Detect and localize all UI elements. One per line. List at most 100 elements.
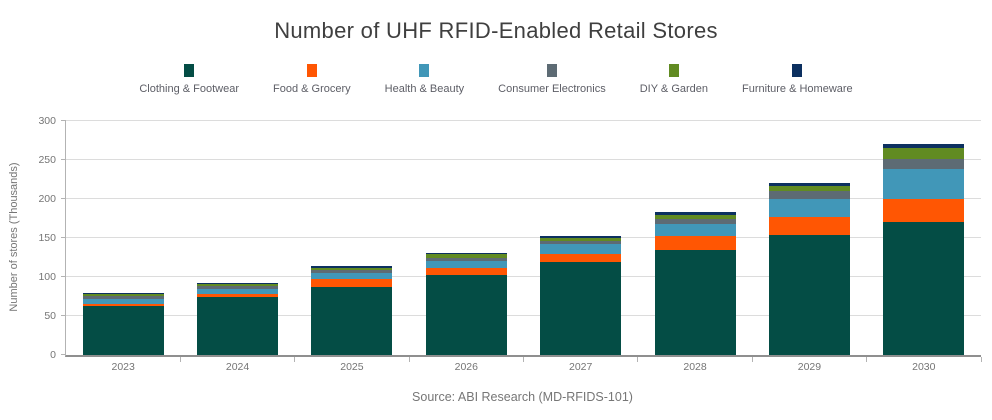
bar-segment[interactable] [883,199,965,223]
y-axis-label: 200 [38,193,56,205]
gridline [66,159,981,160]
bar-segment[interactable] [654,223,736,236]
x-axis-tick [523,357,524,362]
bar-segment[interactable] [768,234,850,355]
legend-swatch-icon [419,64,430,77]
bar-segment[interactable] [425,261,507,268]
bar-segment[interactable] [883,222,965,355]
legend-swatch-icon [792,64,803,77]
legend-swatch-icon [668,64,679,77]
bar-segment[interactable] [540,253,622,263]
bar-segment[interactable] [82,292,164,295]
source-note: Source: ABI Research (MD-RFIDS-101) [412,390,633,404]
legend-label: DIY & Garden [639,83,709,95]
x-axis-label: 2027 [569,361,593,373]
x-axis-tick [980,357,982,362]
bar-segment[interactable] [768,191,850,200]
bar-segment[interactable] [540,238,622,242]
legend-item[interactable]: Food & Grocery [273,64,351,95]
legend-swatch-icon [184,64,195,77]
y-axis-tick [61,315,66,316]
bar-segment[interactable] [768,185,850,192]
bar-segment[interactable] [82,295,164,299]
bar-segment[interactable] [540,236,622,239]
legend-item[interactable]: Health & Beauty [384,64,465,95]
bar-segment[interactable] [540,244,622,254]
y-axis-label: 100 [38,271,56,283]
bar-segment[interactable] [197,282,279,285]
bar-segment[interactable] [82,298,164,305]
stacked-bar-2023 [82,292,164,355]
bar-segment[interactable] [654,250,736,355]
y-axis-tick [61,198,66,199]
bar-segment[interactable] [425,254,507,259]
x-axis-label: 2026 [454,361,478,373]
bar-segment[interactable] [197,285,279,289]
y-axis-tick [61,159,66,160]
x-axis-label: 2028 [683,361,707,373]
legend-item[interactable]: Furniture & Homeware [742,64,853,95]
bar-segment[interactable] [654,214,736,220]
bar-segment[interactable] [311,279,393,288]
bar-segment[interactable] [540,241,622,245]
stacked-bar-2030 [883,144,965,355]
bar-segment[interactable] [768,216,850,235]
bar-segment[interactable] [883,147,965,160]
legend-item[interactable]: Clothing & Footwear [139,64,239,95]
bar-segment[interactable] [82,304,164,306]
x-axis-label: 2030 [912,361,936,373]
y-axis-label: 250 [38,154,56,166]
y-axis-label: 300 [38,115,56,127]
stacked-bar-2025 [311,266,393,355]
bar-segment[interactable] [197,296,279,355]
stacked-bar-2026 [425,252,507,355]
legend-label: Health & Beauty [384,83,465,95]
bar-segment[interactable] [654,219,736,224]
bar-segment[interactable] [82,305,164,355]
bar-segment[interactable] [768,183,850,186]
bar-segment[interactable] [883,169,965,200]
legend-label: Food & Grocery [273,83,351,95]
legend-item[interactable]: DIY & Garden [640,64,708,95]
bar-segment[interactable] [197,288,279,295]
bar-segment[interactable] [311,287,393,355]
bar-segment[interactable] [883,159,965,170]
x-axis-tick [408,357,410,362]
bar-segment[interactable] [768,199,850,217]
bar-segment[interactable] [311,270,393,274]
bar-segment[interactable] [425,258,507,262]
y-axis-label: 0 [50,349,56,361]
x-axis-label: 2025 [340,361,364,373]
bar-segment[interactable] [654,212,736,215]
legend-label: Consumer Electronics [498,83,606,95]
x-axis-tick [179,357,181,362]
bar-segment[interactable] [425,252,507,255]
bar-segment[interactable] [82,294,164,296]
legend: Clothing & Footwear Food & Grocery Health … [0,64,992,95]
bar-segment[interactable] [540,262,622,355]
y-axis-tick [61,276,66,277]
y-axis-label: 150 [38,232,56,244]
bar-segment[interactable] [883,144,965,148]
legend-swatch-icon [546,64,557,77]
gridline [66,120,981,121]
bar-segment[interactable] [197,284,279,286]
chart-title: Number of UHF RFID-Enabled Retail Stores [274,18,718,43]
stacked-bar-2029 [768,183,850,355]
bar-segment[interactable] [654,235,736,251]
legend-label: Furniture & Homeware [742,83,853,95]
x-axis-tick [294,357,296,362]
bar-segment[interactable] [425,267,507,276]
bar-segment[interactable] [311,267,393,270]
x-axis-tick [751,357,753,362]
legend-item[interactable]: Consumer Electronics [498,64,606,95]
stacked-bar-2027 [540,236,622,355]
gridline [66,237,981,238]
bar-segment[interactable] [197,294,279,297]
bar-segment[interactable] [425,275,507,355]
bar-segment[interactable] [311,266,393,268]
y-axis-label: 50 [44,310,56,322]
x-axis-label: 2029 [797,361,822,373]
bar-segment[interactable] [311,273,393,280]
